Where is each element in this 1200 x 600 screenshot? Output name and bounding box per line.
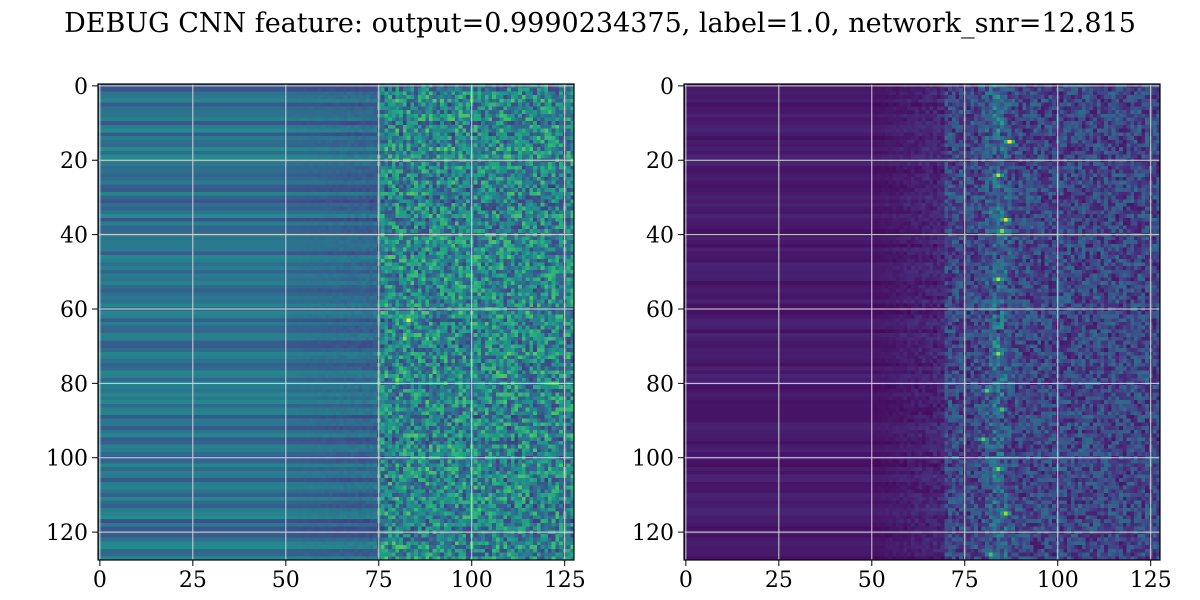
x-tick-label: 25 [765,568,793,593]
y-tick-label: 20 [60,149,88,174]
heatmap-panel-left: 0 25 50 75 100 125 0 20 40 60 80 100 120 [46,75,586,593]
y-tick-label: 20 [646,149,674,174]
y-tick-label: 100 [46,447,88,472]
y-tick-label: 80 [646,372,674,397]
x-tick-label: 0 [679,568,693,593]
y-tick-label: 100 [632,447,674,472]
heatmap-image [684,84,1160,560]
y-tick-label: 40 [646,224,674,249]
y-tick-label: 60 [60,298,88,323]
heatmap-panel-right: 0 25 50 75 100 125 0 20 40 60 80 100 120 [632,75,1172,593]
x-tick-label: 0 [93,568,107,593]
figure-title: DEBUG CNN feature: output=0.9990234375, … [64,8,1136,39]
y-tick-label: 80 [60,372,88,397]
y-tick-label: 0 [74,75,88,100]
y-tick-label: 60 [646,298,674,323]
x-tick-label: 25 [179,568,207,593]
axes-frame [97,83,575,561]
heatmap-image [98,84,574,560]
x-tick-label: 125 [1130,568,1172,593]
y-tick-label: 120 [632,521,674,546]
x-tick-label: 100 [1037,568,1079,593]
x-tick-label: 50 [272,568,300,593]
x-tick-label: 125 [544,568,586,593]
x-tick-label: 75 [365,568,393,593]
x-tick-label: 50 [858,568,886,593]
axes-frame [683,83,1161,561]
y-tick-label: 120 [46,521,88,546]
y-tick-label: 0 [660,75,674,100]
x-tick-label: 100 [451,568,493,593]
x-tick-label: 75 [951,568,979,593]
y-tick-label: 40 [60,224,88,249]
